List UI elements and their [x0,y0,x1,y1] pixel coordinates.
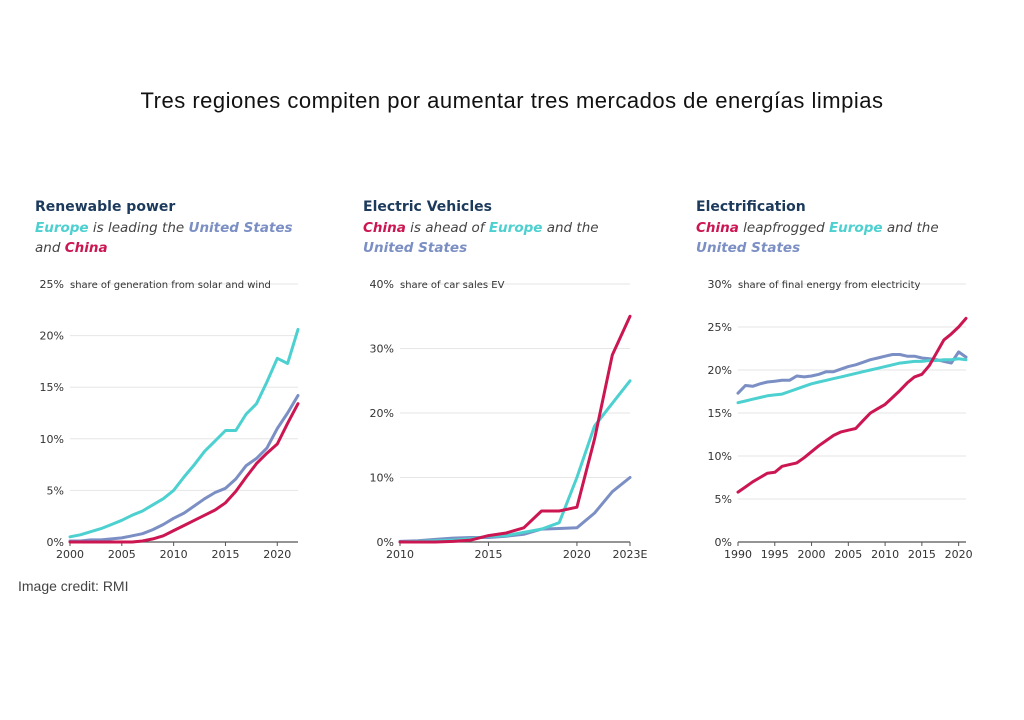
y-tick-label: 0% [715,536,732,549]
y-tick-label: 15% [708,407,732,420]
chart-subtitle: China leapfrogged Europe and the United … [696,218,976,258]
legend-entry: Europe [828,220,883,236]
legend-entry: China [64,240,108,256]
x-tick-label: 1990 [724,548,752,561]
legend-entry: Europe [35,220,89,236]
chart-title: Renewable power [35,199,176,215]
series-line-united-states [68,394,300,543]
subtitle-text: and the [882,220,939,236]
legend-entry: United States [696,240,801,256]
subtitle-text: and [35,240,65,256]
x-tick-label: 2023E [613,548,648,561]
y-tick-label: 30% [708,278,732,291]
legend-entry: China [696,220,739,236]
x-tick-label: 2000 [798,548,826,561]
y-tick-label: 20% [708,364,732,377]
image-credit: Image credit: RMI [18,578,129,594]
x-tick-label: 2010 [871,548,899,561]
x-tick-label: 2020 [945,548,973,561]
series-line-united-states [736,350,968,395]
chart-title: Electrification [696,199,806,215]
x-tick-label: 2000 [56,548,84,561]
y-tick-label: 20% [370,407,394,420]
chart-subtitle: China is ahead of Europe and the United … [363,218,643,258]
y-tick-label: 10% [708,450,732,463]
line-chart: 0% 10% 20% 30% 40% share of car sales EV 2010 2… [370,278,648,561]
y-tick-label: 25% [40,278,64,291]
subtitle-text: is leading the [88,220,189,236]
y-tick-label: 0% [377,536,394,549]
chart-title: Electric Vehicles [363,199,492,215]
series-line-china [398,314,632,544]
legend-entry: China [363,220,406,236]
axis-note: share of car sales EV [400,280,505,291]
series-line-china [736,316,968,494]
legend-entry: United States [188,220,293,236]
x-tick-label: 2020 [563,548,591,561]
subtitle-text: leapfrogged [738,220,829,236]
y-tick-label: 0% [47,536,64,549]
series-line-europe [68,327,300,539]
series-line-europe [398,379,632,544]
subtitle-text: and the [542,220,599,236]
x-tick-label: 2015 [211,548,239,561]
page-title: Tres regiones compiten por aumentar tres… [140,88,884,113]
y-tick-label: 10% [370,472,394,485]
x-tick-label: 2010 [160,548,188,561]
x-tick-label: 2020 [263,548,291,561]
y-tick-label: 40% [370,278,394,291]
x-tick-label: 2015 [474,548,502,561]
legend-entry: United States [363,240,468,256]
chart-panel-electrification: Electrification China leapfrogged Europe… [696,198,976,561]
line-chart: 0% 5% 10% 15% 20% 25% 30% share of final energy… [708,278,973,561]
legend-entry: Europe [488,220,543,236]
series-line-europe [736,357,968,405]
y-tick-label: 20% [40,330,64,343]
chart-subtitle: Europe is leading the United States and … [35,218,315,258]
y-tick-label: 5% [715,493,732,506]
subtitle-text: is ahead of [405,220,489,236]
axis-note: share of generation from solar and wind [70,280,271,291]
y-tick-label: 30% [370,343,394,356]
chart-panel-electric-vehicles: Electric Vehicles China is ahead of Euro… [363,198,648,561]
x-tick-label: 2010 [386,548,414,561]
x-tick-label: 1995 [761,548,789,561]
x-tick-label: 2015 [908,548,936,561]
axis-note: share of final energy from electricity [738,280,920,291]
y-tick-label: 15% [40,381,64,394]
series-line-china [68,402,300,544]
chart-panel-renewable-power: Renewable power Europe is leading the Un… [35,198,315,561]
x-tick-label: 2005 [834,548,862,561]
y-tick-label: 25% [708,321,732,334]
y-tick-label: 5% [47,484,64,497]
line-chart: 0% 5% 10% 15% 20% 25% share of generation from… [40,278,300,561]
x-tick-label: 2005 [108,548,136,561]
y-tick-label: 10% [40,433,64,446]
